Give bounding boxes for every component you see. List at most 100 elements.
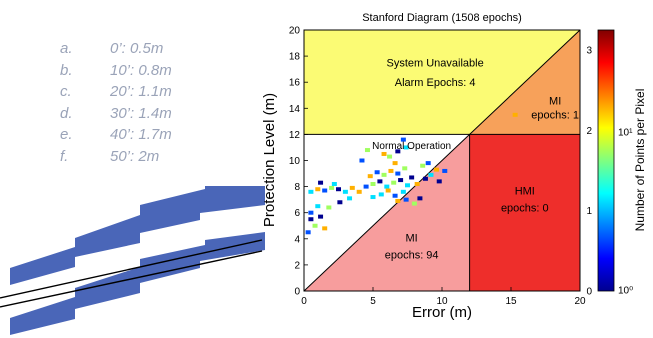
note-row: b. 10’: 0.8m <box>60 60 260 82</box>
data-point <box>308 217 314 222</box>
y-tick-label: 6 <box>294 208 300 219</box>
legend-notes: a. 0’: 0.5m b. 10’: 0.8m c. 20’: 1.1m d.… <box>60 38 260 167</box>
region-label: epochs: 94 <box>385 249 439 261</box>
x-tick-label: 10 <box>436 296 448 307</box>
data-point <box>436 179 442 184</box>
note-letter: d. <box>60 104 73 122</box>
road-line <box>0 250 263 308</box>
region-label: epochs: 1 <box>531 110 579 122</box>
y-tick-label: 8 <box>294 182 300 193</box>
y-tick-label: 10 <box>289 156 301 167</box>
y-tick-label: 16 <box>289 78 301 89</box>
note-row: c. 20’: 1.1m <box>60 81 260 103</box>
region-label: MI <box>549 95 561 107</box>
data-point <box>377 179 383 184</box>
x-tick-label: 5 <box>370 296 376 307</box>
data-point <box>400 189 406 194</box>
data-points <box>305 112 518 235</box>
colorbar-tick-label: 1 <box>586 206 592 217</box>
y-tick-label: 0 <box>294 287 300 298</box>
note-text: 30’: 1.4m <box>110 104 172 122</box>
data-point <box>359 158 365 163</box>
x-axis-label: Error (m) <box>412 304 472 321</box>
colorbar-right-ticks: 10⁰ 10¹ <box>618 127 633 296</box>
data-point <box>363 184 369 189</box>
data-point <box>367 174 373 179</box>
data-point <box>398 178 404 183</box>
y-tick-label: 4 <box>294 234 300 245</box>
y-tick-label: 20 <box>289 26 301 37</box>
region-label: epochs: 0 <box>501 202 549 214</box>
note-row: a. 0’: 0.5m <box>60 38 260 60</box>
data-point <box>433 167 439 172</box>
data-point <box>442 168 448 173</box>
data-point <box>326 205 332 210</box>
data-point <box>378 192 384 197</box>
y-tick-label: 14 <box>289 104 301 115</box>
data-point <box>387 154 393 159</box>
road-illustration <box>0 186 265 335</box>
y-tick-label: 12 <box>289 130 301 141</box>
data-point <box>342 189 348 194</box>
data-point <box>428 172 434 177</box>
colorbar-tick-label: 3 <box>586 46 592 57</box>
data-point <box>318 180 324 185</box>
data-point <box>385 188 391 193</box>
data-point <box>305 230 311 235</box>
note-text: 40’: 1.7m <box>110 126 172 144</box>
data-point <box>405 183 410 188</box>
data-point <box>414 181 420 186</box>
note-letter: a. <box>60 40 73 58</box>
data-point <box>388 168 394 173</box>
data-point <box>308 210 314 215</box>
data-point <box>336 187 341 192</box>
x-axis-ticks: 0 5 10 15 20 <box>301 287 586 307</box>
note-text: 50’: 2m <box>110 147 160 165</box>
data-point <box>512 112 518 117</box>
road-strip-upper <box>10 186 265 285</box>
data-point <box>312 223 318 228</box>
region-label: MI <box>406 232 418 244</box>
data-point <box>395 198 401 203</box>
colorbar-tick-label: 0 <box>586 287 592 298</box>
y-tick-label: 18 <box>289 52 301 63</box>
data-point <box>315 204 321 209</box>
note-text: 10’: 0.8m <box>110 61 172 79</box>
data-point <box>374 170 380 175</box>
region-label: System Unavailable <box>386 58 483 70</box>
data-point <box>384 184 390 189</box>
note-row: f. 50’: 2m <box>60 146 260 168</box>
colorbar-tick-label: 10¹ <box>618 127 633 138</box>
x-tick-label: 20 <box>574 296 586 307</box>
colorbar-left-ticks: 0 1 2 3 <box>586 46 592 298</box>
data-point <box>364 148 370 153</box>
data-point <box>322 188 328 193</box>
data-point <box>402 166 408 171</box>
note-letter: f. <box>60 147 69 165</box>
region-label: HMI <box>515 185 535 197</box>
x-tick-label: 0 <box>301 296 307 307</box>
chart-title: Stanford Diagram (1508 epochs) <box>362 12 522 24</box>
y-axis-ticks: 0 2 4 6 8 10 12 14 16 18 20 <box>289 26 308 298</box>
data-point <box>395 171 401 176</box>
data-point <box>318 214 324 219</box>
data-point <box>420 163 426 168</box>
note-row: d. 30’: 1.4m <box>60 103 260 125</box>
y-axis-label: Protection Level (m) <box>261 93 278 227</box>
colorbar <box>597 29 615 292</box>
data-point <box>331 181 337 186</box>
note-text: 20’: 1.1m <box>110 83 172 101</box>
data-point <box>349 185 355 190</box>
region-label: Alarm Epochs: 4 <box>395 77 476 89</box>
data-point <box>392 161 398 166</box>
data-point <box>395 149 401 154</box>
colorbar-label: Number of Points per Pixel <box>633 89 647 232</box>
data-point <box>392 193 398 198</box>
diagonal-line <box>303 29 581 292</box>
data-point <box>381 172 387 177</box>
note-letter: b. <box>60 61 73 79</box>
data-point <box>356 189 362 194</box>
data-point <box>422 176 428 181</box>
data-point <box>417 196 423 201</box>
data-point <box>381 151 387 156</box>
